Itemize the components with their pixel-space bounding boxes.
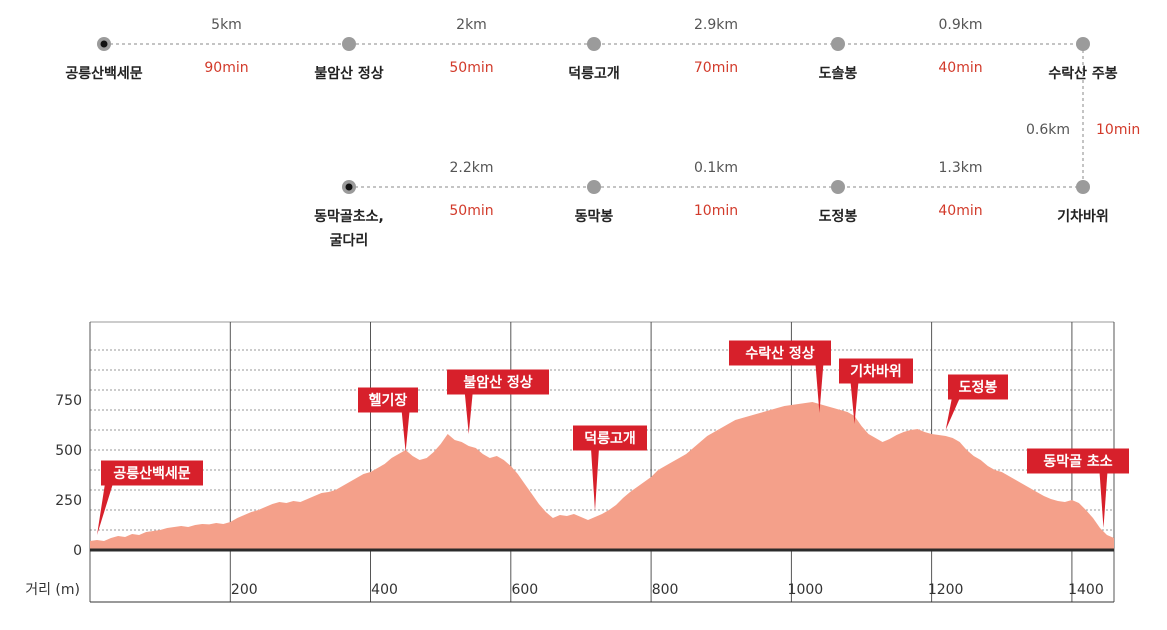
- stop-label: 동막골초소,: [314, 208, 384, 225]
- route-diagram: 5km 90min 2km 50min 2.9km 70min 0.9km 40min 2.2k…: [65, 17, 1140, 249]
- x-tick-label: 1400: [1068, 582, 1104, 598]
- segment-distance: 2.9km: [694, 17, 738, 33]
- x-tick-label: 800: [652, 582, 679, 598]
- callout-box: [839, 358, 913, 384]
- segment-distance: 0.6km: [1026, 122, 1070, 138]
- stop-node: [1076, 37, 1090, 51]
- segment-distance: 1.3km: [938, 160, 982, 176]
- callout-box: [948, 374, 1008, 400]
- callout: 수락산 정상: [729, 340, 831, 413]
- callout: 기차바위: [839, 358, 913, 424]
- callout-box: [729, 340, 831, 366]
- callout-box: [573, 425, 647, 451]
- y-tick-label: 750: [55, 393, 82, 409]
- callout-pointer: [590, 448, 599, 511]
- callout: 덕릉고개: [573, 425, 647, 511]
- callout: 도정봉: [945, 374, 1008, 430]
- segment-time: 40min: [938, 203, 982, 219]
- callout-box: [358, 387, 418, 413]
- callout-pointer: [464, 392, 473, 434]
- elevation-profile-chart: 0 250 500 750 200 400 600 800 1000 1200 1400 거리 (m)…: [25, 321, 1129, 603]
- stop-label: 도정봉: [819, 208, 858, 225]
- callout-label: 헬기장: [369, 392, 408, 409]
- callout-label: 덕릉고개: [584, 430, 636, 447]
- callout-box: [1027, 448, 1129, 474]
- callout-pointer: [401, 410, 410, 452]
- callout-label: 수락산 정상: [745, 345, 814, 362]
- callout-label: 불암산 정상: [463, 374, 532, 391]
- segment-distance: 0.1km: [694, 160, 738, 176]
- stop-node: [342, 37, 356, 51]
- callout-label: 동막골 초소: [1043, 453, 1112, 470]
- segment-time: 70min: [694, 60, 738, 76]
- start-node-dot: [100, 40, 108, 48]
- stop-label: 불암산 정상: [314, 65, 383, 82]
- x-axis-label: 거리 (m): [25, 582, 80, 598]
- segment-time: 40min: [938, 60, 982, 76]
- callout-pointer: [815, 363, 824, 413]
- segment-distance: 5km: [211, 17, 242, 33]
- segment-distance: 2.2km: [449, 160, 493, 176]
- x-tick-label: 1200: [928, 582, 964, 598]
- stop-node: [831, 37, 845, 51]
- callout-pointer: [1099, 471, 1108, 528]
- stop-label: 수락산 주봉: [1048, 65, 1117, 82]
- end-node-dot: [345, 183, 353, 191]
- x-tick-label: 400: [371, 582, 398, 598]
- segment-time: 90min: [204, 60, 248, 76]
- callout-pointer: [945, 397, 960, 430]
- callout-box: [101, 460, 203, 486]
- callout-pointer: [97, 483, 113, 535]
- segment-time: 10min: [1096, 122, 1140, 138]
- segment-time: 10min: [694, 203, 738, 219]
- callout-label: 공릉산백세문: [113, 465, 190, 482]
- callout: 공릉산백세문: [97, 460, 203, 535]
- x-tick-label: 1000: [788, 582, 824, 598]
- callout: 동막골 초소: [1027, 448, 1129, 528]
- stop-label: 덕릉고개: [568, 65, 620, 82]
- callout-label: 도정봉: [959, 379, 998, 396]
- callout-label: 기차바위: [850, 364, 902, 380]
- stop-label: 기차바위: [1057, 209, 1109, 225]
- stop-label: 공릉산백세문: [65, 65, 142, 82]
- callout: 헬기장: [358, 387, 418, 452]
- x-tick-label: 200: [231, 582, 258, 598]
- callout-box: [447, 369, 549, 395]
- y-tick-label: 250: [55, 493, 82, 509]
- callout: 불암산 정상: [447, 369, 549, 434]
- stop-label: 굴다리: [330, 233, 369, 249]
- stop-node: [1076, 180, 1090, 194]
- segment-distance: 0.9km: [938, 17, 982, 33]
- y-tick-label: 0: [73, 543, 82, 559]
- stop-node: [831, 180, 845, 194]
- stop-node: [587, 37, 601, 51]
- callout-pointer: [850, 381, 859, 424]
- stop-label: 도솔봉: [819, 66, 858, 82]
- segment-time: 50min: [449, 203, 493, 219]
- x-tick-label: 600: [511, 582, 538, 598]
- stop-node: [587, 180, 601, 194]
- segment-distance: 2km: [456, 17, 487, 33]
- y-tick-label: 500: [55, 443, 82, 459]
- segment-time: 50min: [449, 60, 493, 76]
- elevation-area: [90, 402, 1114, 550]
- stop-label: 동막봉: [575, 208, 614, 225]
